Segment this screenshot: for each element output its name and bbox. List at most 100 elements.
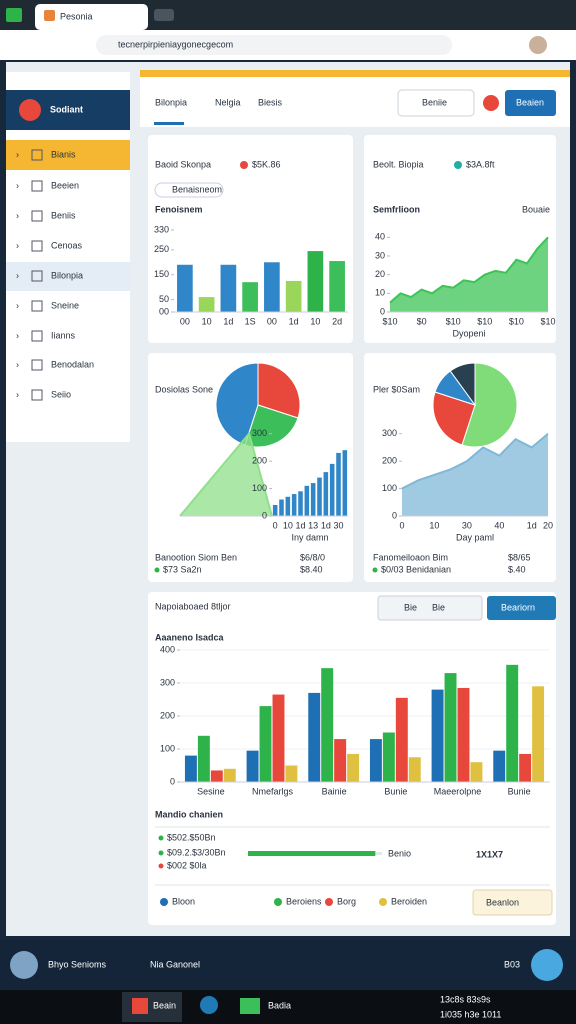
hover-item [6,262,130,291]
card-title: Dosiolas Sone [155,384,213,394]
legend-label: Beroiens [286,896,322,906]
legend-label: Beroiden [391,896,427,906]
menu-item[interactable]: Benodalan [51,359,94,369]
y-tick-label: 20 [375,269,385,279]
chart-title: Aaaneno Isadca [155,632,225,642]
clock: 13c8s 83s9s [440,994,491,1004]
avatar[interactable] [529,36,547,54]
logo [19,99,41,121]
bar [519,753,532,782]
x-tick-label: 1d [321,520,331,530]
menu-item[interactable]: Cenoas [51,240,83,250]
y-tick-label: 400 [160,644,175,654]
x-tick-label: 1d [289,316,299,326]
tab[interactable] [35,4,148,30]
x-tick-label: 00 [267,316,277,326]
menu-item[interactable]: Beniis [51,210,76,220]
search-button[interactable] [397,89,475,117]
pie-slice [215,362,259,446]
menu-item[interactable]: Beeien [51,180,79,190]
bar [285,280,302,312]
x-tick-label: $10 [477,316,492,326]
x-tick-label: Maeerolpne [434,786,482,796]
menu-item[interactable]: Bilonpia [51,270,83,280]
task-label: Badia [268,1000,291,1010]
task-icon[interactable] [200,996,218,1014]
y-tick-label: 300 [382,428,397,438]
footer-value: $8/65 [508,552,531,562]
x-tick-label: 1d [295,520,305,530]
profile-icon[interactable] [10,951,38,979]
sidebar-menu: › Bianis › Beeien › Beniis › Cenoas › Bilonpia › Sn… [16,149,94,401]
dropdown[interactable] [472,889,553,916]
bar [298,491,303,516]
y-tick-label: 0 [262,510,267,520]
filter-pill[interactable] [154,182,224,198]
menu-item[interactable]: Iianns [51,330,76,340]
summary-button[interactable] [487,596,556,620]
bar [329,463,335,516]
bar [198,297,215,312]
x-tick-label: Nmefarlgs [252,786,294,796]
bar [408,757,421,782]
app-name: Nia Ganonel [150,959,200,969]
bar [184,755,197,782]
y-tick-label: 100 [382,483,397,493]
bar [506,664,519,782]
legend-label: Bloon [172,896,195,906]
progress-bar [248,851,376,856]
new-tab[interactable] [154,9,174,21]
header-tab[interactable]: Biesis [258,97,283,107]
y-tick-label: 100 [252,483,267,493]
legend-swatch [160,898,168,906]
menu-icon [31,240,43,252]
y-tick-label: 0 [170,776,175,786]
bar [431,689,444,782]
menu-item[interactable]: Sneine [51,300,79,310]
menu-icon [31,300,43,312]
chevron: › [16,240,19,250]
dot [372,567,378,573]
filter-label: Benaisneom [172,184,222,194]
primary-button[interactable] [505,90,556,116]
menu-icon [31,330,43,342]
app-button[interactable] [531,949,563,981]
menu-icon [31,389,43,401]
footer-label: $0/03 Benidanian [381,564,451,574]
menu-icon [31,270,43,282]
bar [336,452,341,516]
footer-label: Fanomeiloaon Bim [373,552,448,562]
x-axis-label: Dyopeni [452,328,485,338]
y-tick-label: 10 [375,288,385,298]
stat: $502.$50Bn [167,832,216,842]
bar [493,750,506,782]
header-tabs: Bilonpia Nelgia Biesis [155,97,283,107]
time: B03 [504,959,520,969]
header-tab[interactable]: Nelgia [215,97,241,107]
y-tick-label: 0 [380,306,385,316]
x-tick-label: $10 [382,316,397,326]
y-tick-label: 200 [160,710,175,720]
bar [308,692,321,782]
dropdown-label: Beanlon [486,897,519,907]
notify-icon[interactable] [483,95,499,111]
filter-box[interactable] [377,595,483,621]
bar [242,282,258,312]
area [180,433,272,516]
menu-icon [31,180,43,192]
footer-value: $8.40 [300,564,323,574]
sidebar-title: Sodiant [50,104,83,114]
menu-item[interactable]: Bianis [51,149,76,159]
menu-item[interactable]: Seiio [51,389,71,399]
bar [272,505,278,516]
x-tick-label: 10 [429,520,439,530]
x-tick-label: Sesine [197,786,225,796]
header-tab[interactable]: Bilonpia [155,97,187,107]
bar [259,706,272,782]
task-icon[interactable] [240,998,260,1014]
bar [291,494,297,516]
dot [158,835,164,841]
url-field[interactable] [96,35,452,55]
